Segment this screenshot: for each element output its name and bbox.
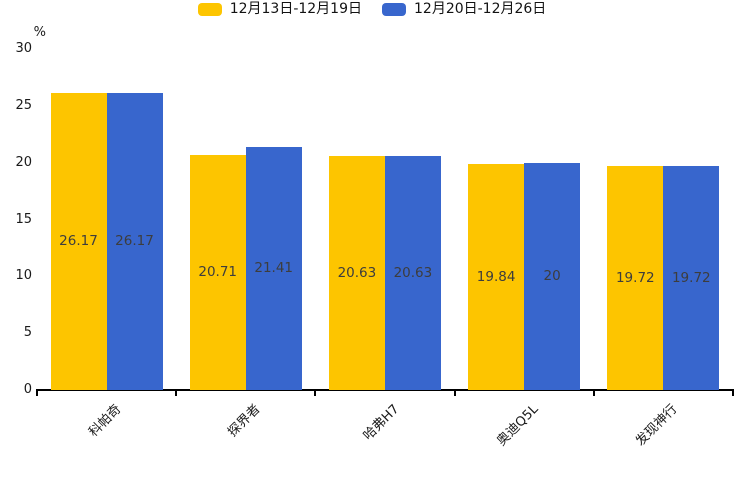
x-category-label-3: 奥迪Q5L: [494, 401, 542, 450]
bar-value-label: 26.17: [59, 233, 98, 250]
bar-12月20日-12月26日-奥迪Q5L: [524, 162, 581, 390]
bar-12月13日-12月19日-探界者: [189, 154, 246, 390]
bar-12月13日-12月19日-哈弗H7: [328, 155, 385, 390]
y-tick-label: 0: [23, 382, 32, 397]
y-tick-label: 25: [15, 97, 32, 113]
bar-12月20日-12月26日-发现神行: [663, 165, 720, 390]
y-axis-unit-label: %: [33, 25, 46, 40]
bar-12月20日-12月26日-科帕奇: [106, 92, 163, 390]
bar-12月13日-12月19日-奥迪Q5L: [468, 164, 525, 390]
x-axis-tick: [453, 389, 456, 396]
bar-value-label: 20.63: [337, 264, 377, 281]
y-tick-label: 30: [15, 41, 32, 56]
legend-item-0[interactable]: 12月13日-12月19日: [197, 0, 362, 18]
legend-item-1[interactable]: 12月20日-12月26日: [382, 0, 546, 18]
x-axis-tick: [314, 389, 317, 396]
x-category-label-2: 哈弗H7: [360, 401, 403, 444]
bar-12月13日-12月19日-发现神行: [607, 165, 664, 390]
x-category-label-0: 科帕奇: [85, 401, 125, 441]
legend-label: 12月20日-12月26日: [414, 1, 547, 17]
x-category-label-4: 发现神行: [633, 401, 681, 450]
bar-value-label: 20: [543, 268, 561, 285]
y-tick-label: 15: [15, 211, 32, 227]
x-axis-tick: [592, 389, 595, 396]
bar-12月13日-12月19日-科帕奇: [50, 92, 107, 390]
x-category-label-1: 探界者: [225, 401, 264, 441]
bar-value-label: 21.41: [254, 260, 294, 277]
bar-value-label: 19.84: [476, 269, 516, 286]
y-tick-label: 5: [23, 325, 32, 341]
bar-12月20日-12月26日-探界者: [245, 146, 302, 390]
x-axis-line: [36, 389, 734, 391]
x-axis-tick: [36, 389, 38, 396]
bar-value-label: 20.63: [393, 264, 433, 281]
legend-swatch-icon: [382, 2, 406, 16]
x-axis-tick: [732, 389, 734, 396]
bar-value-label: 20.71: [198, 264, 238, 281]
legend: 12月13日-12月19日 12月20日-12月26日: [0, 0, 744, 18]
bar-12月20日-12月26日-哈弗H7: [384, 155, 441, 390]
bar-value-label: 19.72: [671, 269, 711, 286]
y-tick-label: 10: [15, 268, 32, 284]
bar-value-label: 26.17: [115, 233, 154, 250]
y-tick-label: 20: [15, 154, 32, 170]
bar-value-label: 19.72: [615, 269, 655, 286]
x-axis-tick: [175, 389, 178, 396]
legend-swatch-icon: [197, 2, 222, 16]
legend-label: 12月13日-12月19日: [229, 1, 362, 17]
